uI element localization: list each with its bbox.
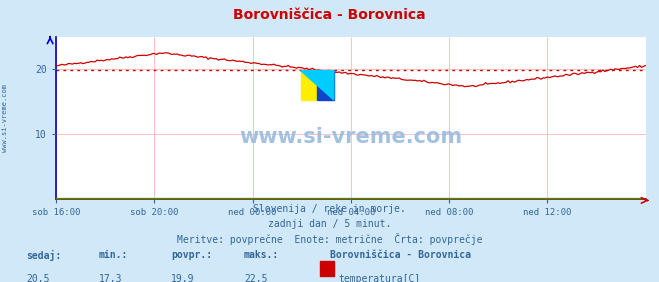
- Text: 17,3: 17,3: [99, 274, 123, 282]
- Polygon shape: [301, 71, 334, 100]
- Text: povpr.:: povpr.:: [171, 250, 212, 259]
- Text: 20,5: 20,5: [26, 274, 50, 282]
- Bar: [301, 71, 317, 100]
- Text: 22,5: 22,5: [244, 274, 268, 282]
- Text: Slovenija / reke in morje.: Slovenija / reke in morje.: [253, 204, 406, 214]
- Text: www.si-vreme.com: www.si-vreme.com: [239, 127, 463, 147]
- Bar: [317, 71, 334, 100]
- Text: www.si-vreme.com: www.si-vreme.com: [2, 84, 9, 153]
- Text: 19,9: 19,9: [171, 274, 195, 282]
- Text: Borovniščica - Borovnica: Borovniščica - Borovnica: [233, 8, 426, 23]
- Text: maks.:: maks.:: [244, 250, 279, 259]
- Text: Borovniščica - Borovnica: Borovniščica - Borovnica: [330, 250, 471, 259]
- Text: zadnji dan / 5 minut.: zadnji dan / 5 minut.: [268, 219, 391, 228]
- Text: sedaj:: sedaj:: [26, 250, 61, 261]
- Text: Meritve: povprečne  Enote: metrične  Črta: povprečje: Meritve: povprečne Enote: metrične Črta:…: [177, 233, 482, 245]
- Text: min.:: min.:: [99, 250, 129, 259]
- Text: temperatura[C]: temperatura[C]: [338, 274, 420, 282]
